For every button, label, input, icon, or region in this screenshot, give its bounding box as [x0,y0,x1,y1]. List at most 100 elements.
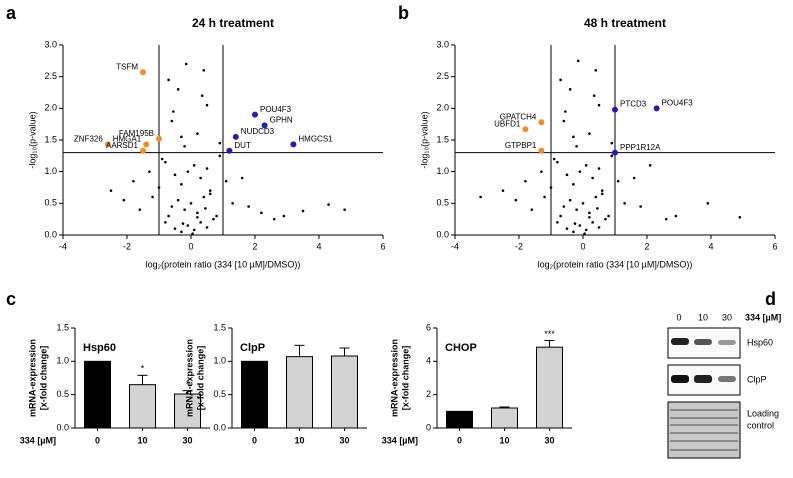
panel-title: ClpP [240,342,265,354]
panel-title: CHOP [445,342,477,354]
y-tick-label: 1.0 [44,166,57,176]
point [272,217,276,221]
y-tick-label: 1.5 [44,134,57,144]
point [218,141,222,145]
point [588,132,591,135]
highlight-point [612,149,618,156]
point [572,135,575,139]
point [576,59,580,63]
bar [174,393,201,429]
point [122,198,126,202]
point [572,183,575,186]
x-tick-label: 30 [339,435,349,445]
point [184,62,188,66]
highlight-point [143,141,150,148]
point [189,202,193,205]
highlight-point [104,141,111,148]
point [224,179,228,183]
point [205,167,209,170]
y-axis-label: mRNA-expression [389,339,399,417]
loading-bands [670,409,738,451]
point [192,164,196,167]
point [565,227,569,230]
x-tick-label: 10 [137,435,147,445]
point [132,179,135,183]
point [231,202,234,205]
point [501,189,505,192]
point [738,215,742,219]
point [514,198,518,202]
point [157,186,161,189]
point-label: DUT [234,141,251,150]
point [148,170,151,173]
y-tick-label: 2.0 [436,103,449,113]
y-tick-label: 0.5 [436,198,449,208]
point [200,94,204,97]
point [215,214,218,218]
point [588,211,591,215]
panel-label: b [398,3,409,23]
highlight-point [538,119,545,126]
y-tick-label: 1.5 [436,134,449,144]
highlight-point [226,147,233,154]
blot-band [671,375,689,383]
highlight-point [252,111,258,118]
point [196,211,199,215]
highlight-point [140,147,146,154]
point [167,214,170,218]
point [524,179,527,183]
point [588,215,591,219]
point [205,103,209,107]
x-tick-label: 30 [544,435,554,445]
point [597,167,601,170]
x-axis-label: 334 [µM] [20,435,56,445]
blot-label: Loading [747,408,779,418]
bar [331,355,358,429]
point [167,78,170,82]
point [181,222,185,225]
point-label: GPHN [270,116,293,125]
point [616,179,620,183]
blot-band [718,376,736,382]
point-label: GPATCH4 [500,112,537,121]
point [552,157,556,161]
y-tick-label: 1.0 [436,166,449,176]
point [176,88,180,91]
y-axis-label: [x-fold change] [400,346,410,411]
bar [286,356,313,429]
y-tick-label: 4 [426,356,431,366]
y-tick-label: 1.5 [213,322,226,332]
x-tick-label: -4 [59,241,67,251]
point [583,232,586,236]
point [610,141,614,145]
point [597,103,601,107]
point [479,195,482,199]
point [183,145,186,148]
point [218,154,222,158]
point [648,164,652,167]
y-tick-label: 6 [426,322,431,332]
point [183,208,186,211]
point-label: AARSD1 [106,141,139,150]
blot-band [671,338,689,345]
blot-conc: 10 [698,312,708,322]
x-tick-label: 10 [294,435,304,445]
point [597,226,601,229]
bar [241,360,268,429]
y-tick-label: 0.0 [436,229,449,239]
point [247,205,250,208]
y-tick-label: 0.5 [44,198,57,208]
point [564,110,567,113]
blot-band [718,340,736,345]
point-label: PTCD3 [620,100,647,109]
bar [536,346,563,429]
x-tick-label: 0 [188,241,193,251]
y-axis-label: [x-fold change] [38,346,48,411]
point-label: NUDCD3 [241,127,275,136]
point-label: POU4F3 [260,105,292,114]
point [191,232,194,236]
point [594,195,598,199]
x-tick-label: 2 [644,241,649,251]
significance: *** [544,329,555,339]
y-tick-label: 0.5 [213,389,226,399]
